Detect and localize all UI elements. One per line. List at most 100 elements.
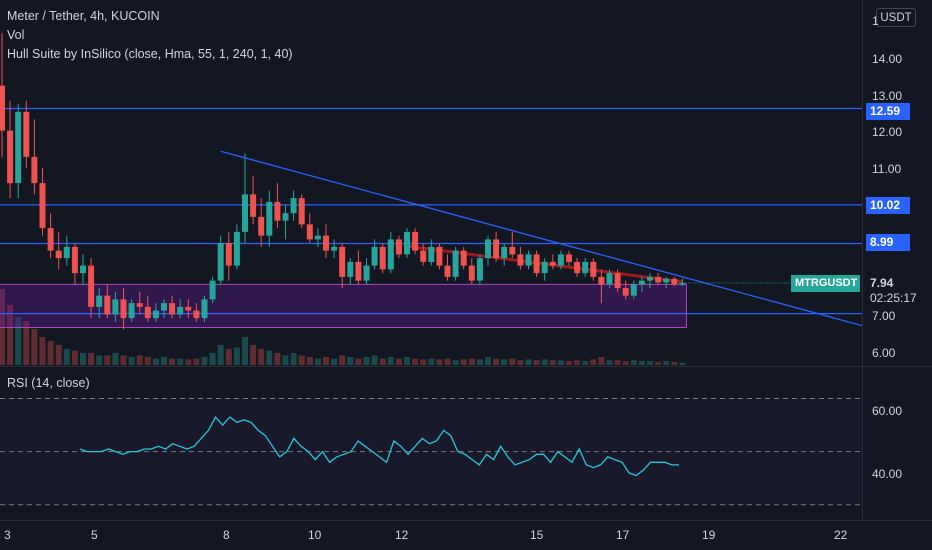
- price-pane: [0, 33, 863, 365]
- candle-body: [630, 284, 637, 296]
- price-tick: 13.00: [872, 89, 903, 103]
- volume-bar: [436, 359, 443, 365]
- symbol-legend[interactable]: Meter / Tether, 4h, KUCOIN: [7, 9, 160, 23]
- candle-body: [31, 156, 38, 184]
- candle-body: [306, 224, 313, 240]
- candle-body: [185, 306, 192, 311]
- candle-body: [282, 213, 289, 221]
- x-tick: 22: [834, 528, 848, 542]
- candle-body: [55, 250, 62, 259]
- candle-body: [23, 111, 30, 157]
- volume-bar: [55, 345, 62, 365]
- x-tick: 17: [616, 528, 630, 542]
- candle-body: [566, 254, 572, 262]
- candle-body: [7, 130, 14, 184]
- volume-bar: [549, 360, 556, 365]
- candle-body: [152, 310, 159, 319]
- volume-bar: [63, 349, 70, 365]
- volume-bar: [420, 359, 427, 365]
- volume-bar: [39, 337, 46, 365]
- volume-bar: [120, 355, 127, 365]
- candle-body: [590, 261, 597, 277]
- volume-bar: [468, 358, 475, 365]
- candle-body: [420, 250, 427, 262]
- candle-body: [274, 201, 281, 221]
- indicator-legend[interactable]: Hull Suite by InSilico (close, Hma, 55, …: [7, 47, 293, 61]
- candle-body: [339, 246, 346, 277]
- candle-body: [258, 216, 265, 236]
- symbol-tag: MTRGUSDT: [791, 275, 860, 292]
- candle-body: [290, 198, 297, 214]
- candle-body: [468, 265, 475, 281]
- volume-bar: [144, 357, 151, 365]
- candle-body: [485, 239, 491, 259]
- candle-body: [412, 231, 419, 251]
- candle-body: [387, 239, 394, 270]
- candle-body: [493, 239, 500, 259]
- candle-body: [574, 261, 581, 274]
- candle-body: [15, 111, 22, 184]
- volume-bar: [428, 358, 435, 365]
- volume-bar: [566, 361, 572, 365]
- candle-body: [266, 201, 273, 236]
- candle-body: [541, 261, 548, 274]
- candle-body: [452, 250, 459, 277]
- candle-body: [250, 194, 257, 217]
- volume-bar: [290, 353, 297, 365]
- volume-bar: [622, 361, 629, 365]
- rsi-legend[interactable]: RSI (14, close): [7, 376, 90, 390]
- candle-body: [371, 246, 378, 266]
- volume-bar: [250, 345, 257, 365]
- x-tick: 10: [308, 528, 322, 542]
- candle-body: [323, 235, 329, 251]
- candle-body: [331, 246, 338, 251]
- volume-bar: [395, 358, 402, 365]
- candle-body: [428, 246, 435, 262]
- volume-bar: [452, 360, 459, 365]
- volume-bar: [193, 358, 200, 365]
- candle-body: [436, 246, 443, 266]
- x-tick: 19: [702, 528, 716, 542]
- volume-bar: [444, 358, 451, 365]
- candle-body: [201, 299, 208, 319]
- volume-bar: [485, 357, 491, 365]
- volume-bar: [112, 353, 119, 365]
- price-tick: 11.00: [872, 162, 902, 176]
- candle-body: [606, 273, 613, 285]
- price-tick: 6.00: [872, 346, 896, 360]
- rsi-tick: 40.00: [872, 467, 903, 481]
- volume-bar: [104, 355, 111, 365]
- volume-bar: [323, 357, 329, 365]
- volume-bar: [161, 357, 167, 365]
- volume-bar: [525, 359, 532, 365]
- candle-body: [71, 246, 78, 274]
- volume-bar: [201, 357, 208, 365]
- rsi-band: [0, 398, 862, 505]
- volume-bar: [314, 358, 321, 365]
- currency-button[interactable]: USDT: [876, 8, 916, 27]
- price-tick: 1: [872, 14, 879, 28]
- volume-bar: [533, 360, 540, 365]
- candle-body: [476, 258, 483, 281]
- volume-bar: [242, 337, 248, 365]
- candle-body: [193, 310, 200, 319]
- candle-body: [242, 194, 248, 232]
- candle-body: [533, 254, 540, 274]
- volume-legend[interactable]: Vol: [7, 28, 25, 42]
- volume-bar: [274, 353, 281, 365]
- candle-body: [144, 306, 151, 319]
- candle-body: [120, 299, 127, 319]
- volume-bar: [298, 355, 305, 365]
- candle-body: [298, 198, 305, 225]
- volume-bar: [7, 305, 14, 365]
- volume-bar: [493, 358, 500, 365]
- candle-body: [347, 261, 354, 277]
- volume-bar: [363, 357, 370, 365]
- candle-body: [80, 265, 86, 274]
- x-tick: 8: [223, 528, 230, 542]
- candle-body: [104, 295, 111, 315]
- candle-body: [39, 183, 46, 229]
- candle-body: [549, 261, 556, 266]
- price-tick: 12.00: [872, 125, 903, 139]
